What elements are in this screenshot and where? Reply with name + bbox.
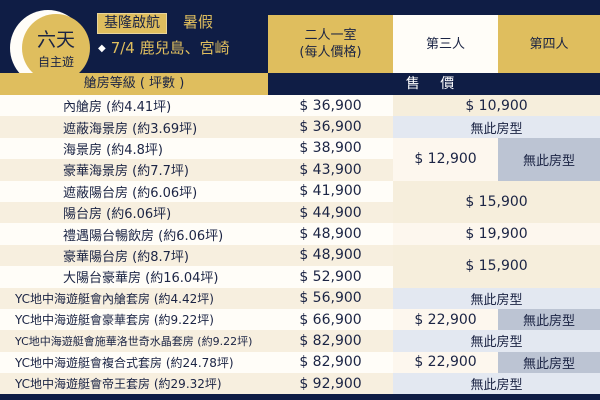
table-cell: $ 15,900 bbox=[393, 244, 600, 288]
table-cell: $ 56,900 bbox=[268, 287, 393, 309]
table-row: 遮蔽海景房 (約3.69坪) $ 36,900 無此房型 bbox=[0, 116, 600, 138]
table-cell: $ 36,900 bbox=[268, 116, 393, 138]
table-cell: 禮遇陽台暢飲房 (約6.06坪) bbox=[0, 223, 268, 245]
table-cell: $ 82,900 bbox=[268, 351, 393, 374]
col-header-twin: 二人一室 (每人價格) bbox=[268, 15, 393, 73]
logo-line1: 六天 bbox=[37, 29, 75, 51]
route-label: ◆ 7/4 鹿兒島、宮崎 bbox=[98, 38, 230, 59]
table-row: 海景房 (約4.8坪) $ 38,900 $ 12,900 無此房型 bbox=[0, 137, 600, 181]
table-cell: $ 22,900 bbox=[393, 351, 498, 374]
table-cell: 無此房型 bbox=[498, 351, 600, 374]
table-cell: $ 36,900 bbox=[268, 95, 393, 117]
table-row: YC地中海遊艇會豪華套房 (約9.22坪) $ 66,900 $ 22,900 無此房… bbox=[0, 308, 600, 331]
table-cell: 遮蔽陽台房 (約6.06坪) bbox=[0, 180, 268, 202]
col-header-third: 第三人 bbox=[393, 15, 498, 73]
table-cell: 無此房型 bbox=[498, 137, 600, 181]
table-cell: $ 43,900 bbox=[268, 159, 393, 181]
table-cell: $ 15,900 bbox=[393, 180, 600, 224]
col-header-fourth: 第四人 bbox=[498, 15, 600, 73]
table-cell: 無此房型 bbox=[393, 373, 600, 395]
table-cell: $ 19,900 bbox=[393, 223, 600, 245]
route-text: 7/4 鹿兒島、宮崎 bbox=[110, 39, 230, 57]
price-table: 內艙房 (約4.41坪) $ 36,900 $ 10,900 遮蔽海景房 (約3.6… bbox=[0, 95, 600, 395]
table-cell: 遮蔽海景房 (約3.69坪) bbox=[0, 116, 268, 138]
season-label: 暑假 bbox=[183, 13, 214, 31]
table-cell: YC地中海遊艇會複合式套房 (約24.78坪) bbox=[0, 351, 268, 374]
logo-line2: 自主遊 bbox=[38, 54, 74, 69]
table-cell: $ 82,900 bbox=[268, 330, 393, 352]
table-cell: 豪華陽台房 (約8.7坪) bbox=[0, 244, 268, 267]
table-cell: $ 38,900 bbox=[268, 137, 393, 160]
table-cell: YC地中海遊艇會施華洛世奇水晶套房 (約9.22坪) bbox=[0, 330, 268, 352]
table-cell: 豪華海景房 (約7.7坪) bbox=[0, 159, 268, 181]
logo-badge: 六天 自主遊 bbox=[10, 10, 90, 86]
table-cell: YC地中海遊艇會豪華套房 (約9.22坪) bbox=[0, 308, 268, 331]
table-cell: $ 48,900 bbox=[268, 223, 393, 245]
table-row: YC地中海遊艇會內艙套房 (約4.42坪) $ 56,900 無此房型 bbox=[0, 287, 600, 309]
table-cell: $ 66,900 bbox=[268, 308, 393, 331]
table-cell: 無此房型 bbox=[498, 308, 600, 331]
table-cell: 無此房型 bbox=[393, 116, 600, 138]
table-row: 陽台房 (約6.06坪) $ 44,900 bbox=[0, 201, 600, 224]
table-cell: 無此房型 bbox=[393, 287, 600, 309]
table-row: YC地中海遊艇會複合式套房 (約24.78坪) $ 82,900 $ 22,900 無… bbox=[0, 351, 600, 374]
table-cell: 陽台房 (約6.06坪) bbox=[0, 201, 268, 224]
table-row: 豪華陽台房 (約8.7坪) $ 48,900 $ 15,900 bbox=[0, 244, 600, 288]
table-cell: YC地中海遊艇會帝王套房 (約29.32坪) bbox=[0, 373, 268, 395]
table-cell: 無此房型 bbox=[393, 330, 600, 352]
departure-tag: 基隆啟航 bbox=[97, 13, 167, 34]
table-row: 大陽台豪華房 (約16.04坪) $ 52,900 bbox=[0, 266, 600, 288]
table-cell: $ 41,900 bbox=[268, 180, 393, 202]
table-row: YC地中海遊艇會施華洛世奇水晶套房 (約9.22坪) $ 82,900 無此房型 bbox=[0, 330, 600, 352]
table-cell: $ 44,900 bbox=[268, 201, 393, 224]
table-row: 禮遇陽台暢飲房 (約6.06坪) $ 48,900 $ 19,900 bbox=[0, 223, 600, 245]
table-cell: 大陽台豪華房 (約16.04坪) bbox=[0, 266, 268, 288]
col-header-price: 售 價 bbox=[405, 76, 463, 92]
table-cell: YC地中海遊艇會內艙套房 (約4.42坪) bbox=[0, 287, 268, 309]
table-row: 內艙房 (約4.41坪) $ 36,900 $ 10,900 bbox=[0, 95, 600, 117]
table-cell: $ 10,900 bbox=[393, 95, 600, 117]
table-cell: $ 48,900 bbox=[268, 244, 393, 267]
diamond-icon: ◆ bbox=[98, 43, 106, 54]
header: 六天 自主遊 基隆啟航 暑假 ◆ 7/4 鹿兒島、宮崎 二人一室 (每人價格) 第三… bbox=[0, 0, 600, 95]
table-row: YC地中海遊艇會帝王套房 (約29.32坪) $ 92,900 無此房型 bbox=[0, 373, 600, 395]
table-row: 遮蔽陽台房 (約6.06坪) $ 41,900 $ 15,900 bbox=[0, 180, 600, 224]
table-cell: $ 92,900 bbox=[268, 373, 393, 395]
col-header-room: 艙房等級 ( 坪數 ) bbox=[0, 73, 268, 95]
table-cell: $ 22,900 bbox=[393, 308, 498, 331]
table-cell: $ 12,900 bbox=[393, 137, 498, 181]
table-cell: $ 52,900 bbox=[268, 266, 393, 288]
table-cell: 海景房 (約4.8坪) bbox=[0, 137, 268, 160]
table-cell: 內艙房 (約4.41坪) bbox=[0, 95, 268, 117]
table-row: 豪華海景房 (約7.7坪) $ 43,900 bbox=[0, 159, 600, 181]
